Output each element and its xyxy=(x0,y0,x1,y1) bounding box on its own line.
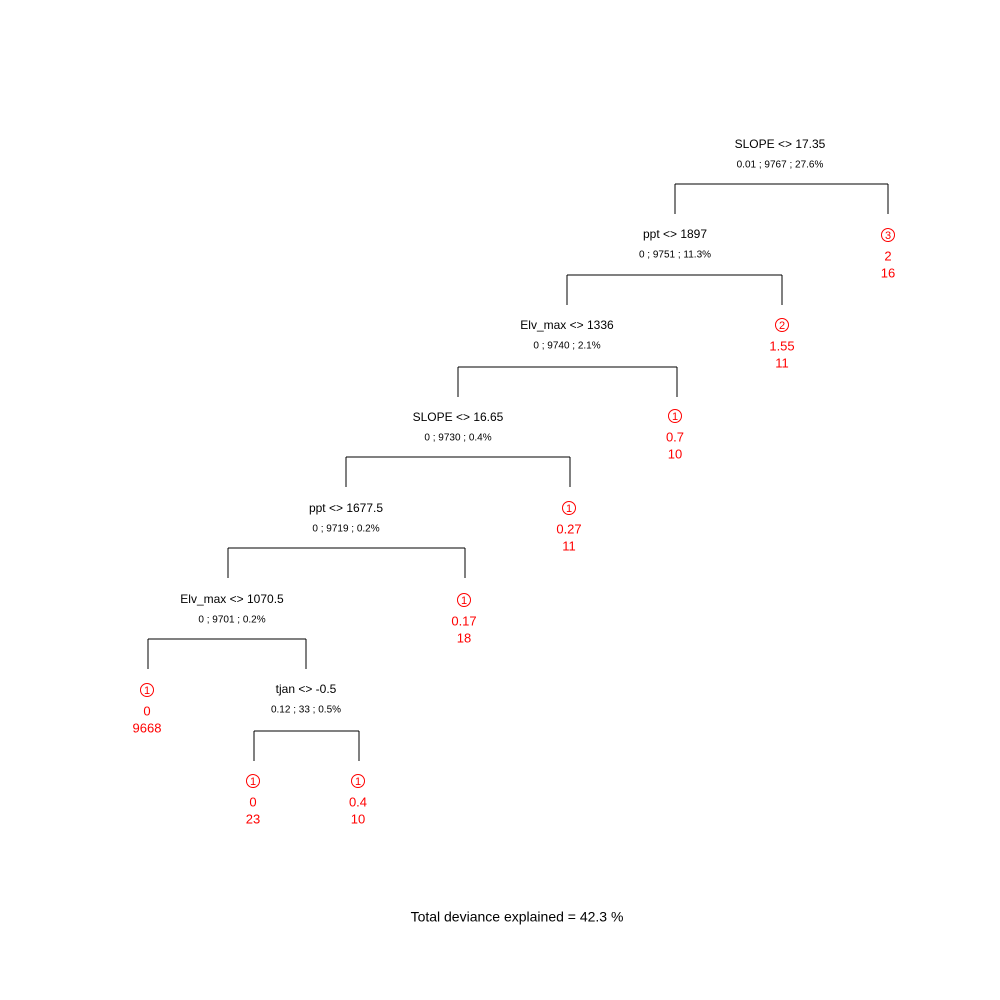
leaf-value: 2 xyxy=(884,248,891,263)
leaf-marker xyxy=(246,774,260,788)
leaf-marker xyxy=(668,409,682,423)
leaf-marker xyxy=(351,774,365,788)
split-stats: 0 ; 9719 ; 0.2% xyxy=(312,524,379,535)
split-label: ppt <> 1897 xyxy=(643,227,707,241)
leaf-count: 23 xyxy=(246,811,260,826)
leaf-value: 0.17 xyxy=(451,613,476,628)
leaf-class: 1 xyxy=(250,776,256,788)
leaf-value: 0.4 xyxy=(349,794,367,809)
leaf-value: 0 xyxy=(143,703,150,718)
leaf-class: 1 xyxy=(461,595,467,607)
leaf-count: 18 xyxy=(457,630,471,645)
leaf-class: 1 xyxy=(566,503,572,515)
split-stats: 0.01 ; 9767 ; 27.6% xyxy=(737,160,824,171)
leaf-marker xyxy=(775,318,789,332)
leaf-value: 1.55 xyxy=(769,338,794,353)
split-stats: 0 ; 9740 ; 2.1% xyxy=(533,341,600,352)
leaf-class: 1 xyxy=(144,685,150,697)
split-stats: 0 ; 9701 ; 0.2% xyxy=(198,615,265,626)
split-label: Elv_max <> 1336 xyxy=(520,318,614,332)
leaf-value: 0.27 xyxy=(556,521,581,536)
split-label: SLOPE <> 16.65 xyxy=(413,410,504,424)
split-stats: 0.12 ; 33 ; 0.5% xyxy=(271,705,341,716)
split-label: tjan <> -0.5 xyxy=(276,682,337,696)
leaf-count: 16 xyxy=(881,265,895,280)
leaf-value: 0.7 xyxy=(666,429,684,444)
leaf-class: 2 xyxy=(779,320,785,332)
footer: Total deviance explained = 42.3 % xyxy=(411,909,624,925)
split-label: Elv_max <> 1070.5 xyxy=(180,592,284,606)
leaf-count: 10 xyxy=(668,446,682,461)
leaf-count: 10 xyxy=(351,811,365,826)
leaf-class: 1 xyxy=(355,776,361,788)
leaf-count: 9668 xyxy=(133,720,162,735)
leaf-class: 1 xyxy=(672,411,678,423)
split-label: SLOPE <> 17.35 xyxy=(735,137,826,151)
split-stats: 0 ; 9751 ; 11.3% xyxy=(639,250,711,261)
leaf-value: 0 xyxy=(249,794,256,809)
leaf-class: 3 xyxy=(885,230,891,242)
leaf-marker xyxy=(881,228,895,242)
split-label: ppt <> 1677.5 xyxy=(309,501,383,515)
split-stats: 0 ; 9730 ; 0.4% xyxy=(424,433,491,444)
leaf-count: 11 xyxy=(562,538,576,553)
leaf-marker xyxy=(562,501,576,515)
leaf-marker xyxy=(140,683,154,697)
leaf-count: 11 xyxy=(775,355,789,370)
leaf-marker xyxy=(457,593,471,607)
